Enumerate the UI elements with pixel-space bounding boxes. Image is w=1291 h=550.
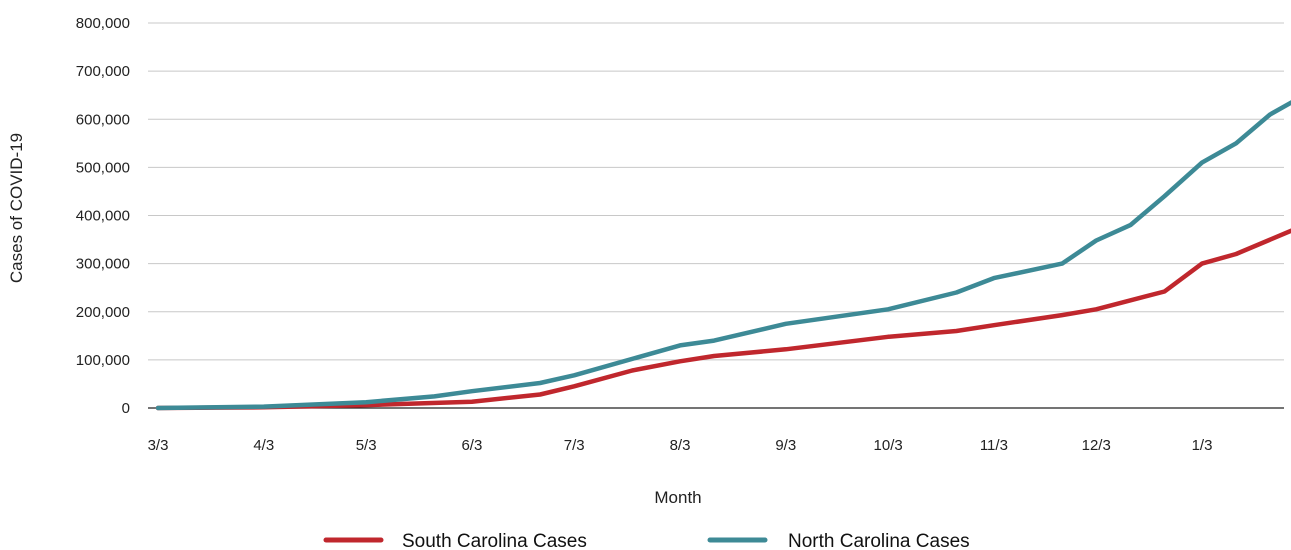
legend-label-north-carolina: North Carolina Cases xyxy=(788,531,970,550)
y-tick-label: 300,000 xyxy=(76,256,130,273)
x-tick-label: 5/3 xyxy=(356,437,377,454)
x-tick-label: 8/3 xyxy=(670,437,691,454)
x-tick-label: 12/3 xyxy=(1082,437,1111,454)
y-tick-label: 700,000 xyxy=(76,63,130,80)
x-tick-label: 11/3 xyxy=(980,437,1008,454)
y-tick-label: 200,000 xyxy=(76,304,130,321)
legend: South Carolina Cases North Carolina Case… xyxy=(323,531,970,550)
x-axis-tick-labels: 3/3 4/3 5/3 6/3 7/3 8/3 9/3 10/3 11/3 12/3 1/3 xyxy=(148,437,1213,454)
y-tick-label: 800,000 xyxy=(76,15,130,32)
x-tick-label: 9/3 xyxy=(775,437,796,454)
x-tick-label: 4/3 xyxy=(253,437,274,454)
x-tick-label: 1/3 xyxy=(1192,437,1213,454)
y-axis-title: Cases of COVID-19 xyxy=(7,133,26,283)
x-tick-label: 3/3 xyxy=(148,437,169,454)
x-tick-label: 6/3 xyxy=(461,437,482,454)
y-tick-label: 100,000 xyxy=(76,352,130,369)
series-line-south-carolina xyxy=(155,228,1291,411)
series-line-north-carolina xyxy=(155,100,1291,411)
legend-label-south-carolina: South Carolina Cases xyxy=(402,531,587,550)
y-axis-tick-labels: 0 100,000 200,000 300,000 400,000 500,000 600,… xyxy=(76,15,130,417)
y-tick-label: 500,000 xyxy=(76,159,130,176)
x-tick-label: 10/3 xyxy=(874,437,903,454)
series-lines xyxy=(155,100,1291,411)
y-tick-label: 600,000 xyxy=(76,111,130,128)
y-tick-label: 0 xyxy=(122,400,130,417)
y-tick-label: 400,000 xyxy=(76,208,130,225)
x-tick-label: 7/3 xyxy=(564,437,585,454)
gridlines xyxy=(148,22,1284,361)
x-axis-title: Month xyxy=(654,488,701,507)
